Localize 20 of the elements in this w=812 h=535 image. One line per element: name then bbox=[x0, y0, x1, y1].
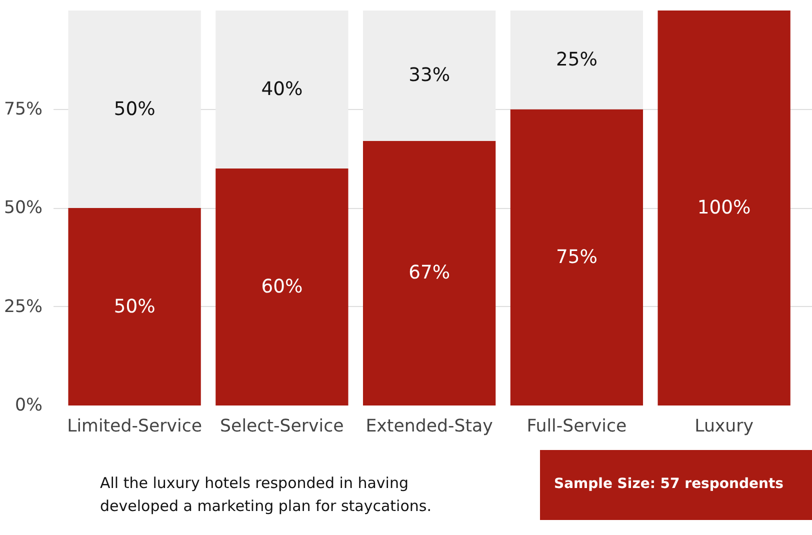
y-tick-label: 0% bbox=[15, 396, 43, 416]
x-tick-label: Extended-Stay bbox=[366, 416, 493, 436]
data-label: 60% bbox=[261, 276, 303, 298]
data-label: 50% bbox=[114, 296, 156, 318]
data-label: 33% bbox=[408, 65, 450, 86]
text: All the luxury hotels responded in having developed a marketing plan for staycations. bbox=[100, 473, 432, 516]
y-tick-label: 25% bbox=[4, 296, 42, 317]
x-tick-label: Select-Service bbox=[220, 416, 344, 436]
data-label: 25% bbox=[556, 49, 598, 70]
x-tick-label: Limited-Service bbox=[67, 416, 202, 436]
x-tick-label: Luxury bbox=[694, 416, 754, 436]
data-label: 100% bbox=[697, 198, 751, 218]
data-label: 67% bbox=[408, 262, 450, 284]
x-tick-label: Full-Service bbox=[526, 416, 627, 436]
data-label: 50% bbox=[114, 98, 156, 120]
y-tick-label: 50% bbox=[4, 198, 42, 218]
text: Sample Size: 57 respondents bbox=[554, 475, 784, 494]
data-label: 75% bbox=[556, 246, 598, 268]
data-label: 40% bbox=[261, 79, 303, 100]
y-tick-label: 75% bbox=[4, 99, 42, 120]
